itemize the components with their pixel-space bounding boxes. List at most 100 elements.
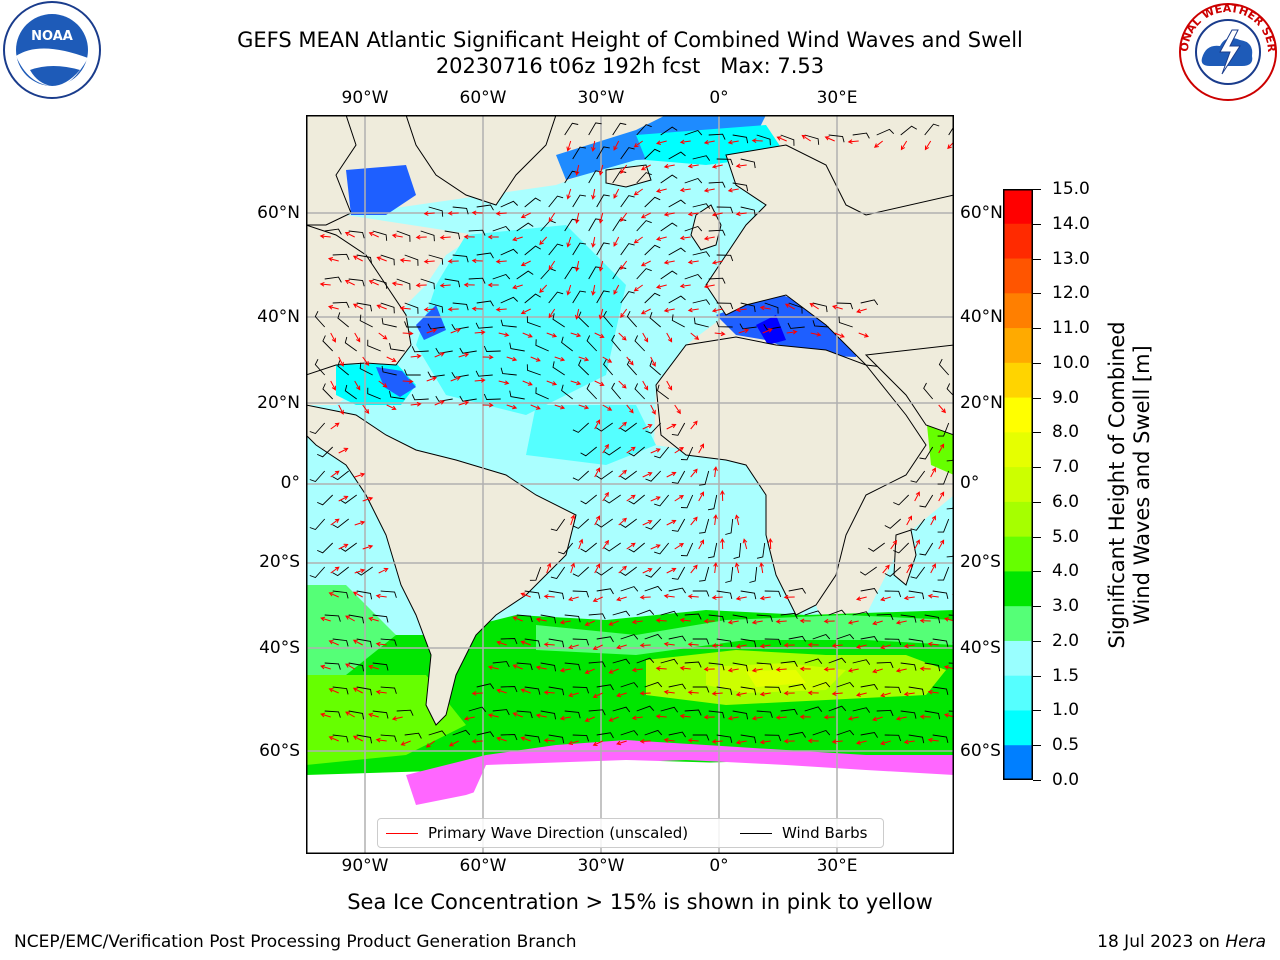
wave-direction-arrow (354, 332, 361, 343)
wave-direction-arrow (690, 564, 698, 574)
wind-barb (317, 446, 334, 458)
wave-direction-arrow (338, 404, 344, 415)
wave-direction-arrow (327, 257, 339, 262)
wind-barb (740, 206, 756, 217)
wave-direction-arrow (642, 472, 653, 478)
lat-tick-right: 20°S (960, 552, 1001, 572)
wind-barb (900, 662, 917, 671)
wave-direction-arrow (831, 643, 843, 648)
colorbar-tick-label: 11.0 (1052, 318, 1090, 339)
wind-barb (671, 566, 686, 580)
wind-barb (332, 686, 349, 695)
wind-barb (923, 382, 934, 400)
wave-direction-arrow (801, 134, 811, 142)
wave-direction-arrow (613, 284, 620, 295)
wave-direction-arrow (512, 236, 523, 242)
wind-barb (524, 686, 541, 695)
wave-direction-arrow (570, 380, 582, 386)
wind-barb (788, 683, 806, 690)
wave-direction-arrow (496, 640, 507, 646)
wind-barb (578, 359, 590, 376)
wave-direction-arrow (927, 737, 939, 743)
wave-direction-arrow (855, 644, 867, 649)
wind-barb (654, 542, 670, 555)
wave-direction-arrow (823, 714, 835, 720)
wave-direction-arrow (914, 539, 920, 550)
wind-barb (348, 614, 365, 624)
wave-direction-arrow (496, 688, 507, 694)
wave-direction-arrow (338, 356, 344, 367)
wind-barb (654, 446, 670, 459)
wave-direction-arrow (930, 515, 936, 526)
wind-barb (708, 181, 726, 188)
wind-barb (561, 384, 573, 400)
colorbar-segment (1003, 223, 1033, 260)
wave-direction-arrow (642, 332, 649, 343)
wind-barb (932, 734, 949, 744)
colorbar-tick-label: 1.0 (1052, 700, 1080, 721)
wave-direction-arrow (487, 282, 499, 288)
wave-direction-arrow (330, 380, 336, 391)
wind-barb (764, 734, 782, 742)
wave-direction-arrow (368, 280, 379, 286)
wave-direction-arrow (735, 691, 747, 697)
wave-direction-arrow (487, 713, 499, 718)
colorbar-tick (1033, 536, 1041, 538)
wind-barb (572, 470, 590, 481)
wave-direction-arrow (608, 716, 619, 722)
wind-barb (660, 270, 678, 280)
wind-barb (937, 422, 950, 437)
wind-barb (763, 324, 781, 330)
wind-barb (924, 710, 941, 720)
wind-barb (620, 422, 637, 432)
wave-direction-arrow (608, 620, 619, 626)
wave-direction-arrow (847, 668, 859, 673)
wind-barb (548, 686, 565, 696)
colorbar-tick-label: 5.0 (1052, 526, 1080, 547)
lon-tick-top: 90°W (341, 88, 389, 108)
wave-height-map (306, 115, 954, 854)
wind-barb (356, 590, 373, 600)
wave-direction-arrow (855, 596, 867, 601)
wind-barb (919, 542, 934, 556)
wave-direction-arrow (903, 691, 915, 697)
wind-barb (836, 302, 854, 310)
wave-direction-arrow (535, 665, 547, 671)
wind-barb (900, 125, 918, 136)
wind-barb (645, 422, 662, 434)
wind-barb (389, 391, 405, 400)
wave-direction-arrow (410, 401, 422, 407)
wave-direction-arrow (727, 715, 739, 721)
wind-barb (900, 710, 917, 719)
wave-direction-arrow (613, 188, 620, 199)
wind-barb (828, 657, 847, 664)
wave-direction-arrow (698, 443, 704, 454)
wave-direction-arrow (903, 739, 915, 745)
wind-barb (644, 585, 663, 592)
wave-direction-arrow (594, 332, 605, 338)
lon-tick-bottom: 30°E (816, 856, 858, 876)
wave-direction-arrow (703, 236, 715, 241)
wave-direction-arrow (450, 328, 461, 334)
wave-direction-arrow (570, 562, 576, 574)
wind-barb (628, 494, 645, 505)
wind-barb (740, 638, 757, 648)
wave-direction-arrow (711, 164, 723, 169)
wave-direction-arrow (608, 668, 619, 674)
wind-barb (884, 638, 902, 646)
wind-barb (671, 422, 686, 436)
wind-barb (725, 566, 734, 583)
wind-barb (680, 494, 694, 509)
wave-direction-arrow (554, 404, 566, 410)
footer-date: 18 Jul 2023 on Hera (1097, 932, 1266, 952)
wave-direction-arrow (512, 616, 523, 622)
wave-direction-arrow (566, 284, 572, 296)
lat-tick-right: 0° (960, 473, 980, 493)
wind-barb (708, 229, 726, 236)
wind-barb (764, 590, 782, 598)
wave-direction-arrow (720, 537, 725, 550)
wave-direction-arrow (447, 306, 459, 312)
wind-barb (380, 254, 395, 266)
wave-direction-arrow (402, 379, 414, 384)
wave-direction-arrow (616, 740, 627, 746)
